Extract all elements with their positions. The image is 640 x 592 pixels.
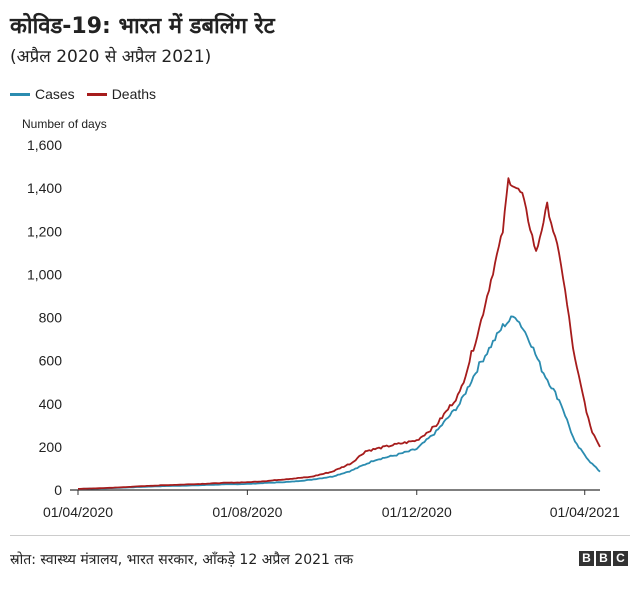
x-tick-label: 01/08/2020 <box>212 504 282 520</box>
y-tick-label: 200 <box>39 439 63 455</box>
y-tick-label: 600 <box>39 353 63 369</box>
y-tick-label: 1,400 <box>27 180 62 196</box>
y-tick-label: 1,000 <box>27 266 62 282</box>
x-tick-label: 01/04/2020 <box>43 504 113 520</box>
y-tick-label: 1,600 <box>27 137 62 153</box>
legend-swatch-deaths <box>86 92 107 96</box>
chart-title: कोविड-19: भारत में डबलिंग रेट <box>10 14 275 39</box>
legend: Cases Deaths <box>10 84 168 104</box>
legend-label-deaths: Deaths <box>111 86 157 102</box>
y-tick-label: 0 <box>54 482 62 498</box>
chart-subtitle: (अप्रैल 2020 से अप्रैल 2021) <box>10 47 212 67</box>
line-chart: Number of days 0 200 400 600 800 1,000 1,200 1,4… <box>22 117 620 520</box>
series-line-deaths <box>78 177 601 490</box>
series-line-cases <box>78 315 601 490</box>
footer-divider <box>10 535 630 536</box>
bbc-logo-letter: B <box>596 551 611 566</box>
bbc-logo-letter: B <box>579 551 594 566</box>
x-tick-label: 01/12/2020 <box>382 504 452 520</box>
bbc-logo-letter: C <box>613 551 628 566</box>
bbc-logo: B B C <box>577 551 628 566</box>
x-tick-label: 01/04/2021 <box>550 504 620 520</box>
y-tick-label: 1,200 <box>27 223 62 239</box>
source-note: स्रोत: स्वास्थ्य मंत्रालय, भारत सरकार, आ… <box>10 552 354 568</box>
y-tick-label: 800 <box>39 310 63 326</box>
legend-item-deaths: Deaths <box>86 86 157 102</box>
legend-swatch-cases <box>10 92 30 96</box>
y-tick-label: 400 <box>39 396 63 412</box>
y-axis-label: Number of days <box>22 117 107 131</box>
legend-item-cases: Cases <box>10 86 75 102</box>
legend-label-cases: Cases <box>35 86 75 102</box>
